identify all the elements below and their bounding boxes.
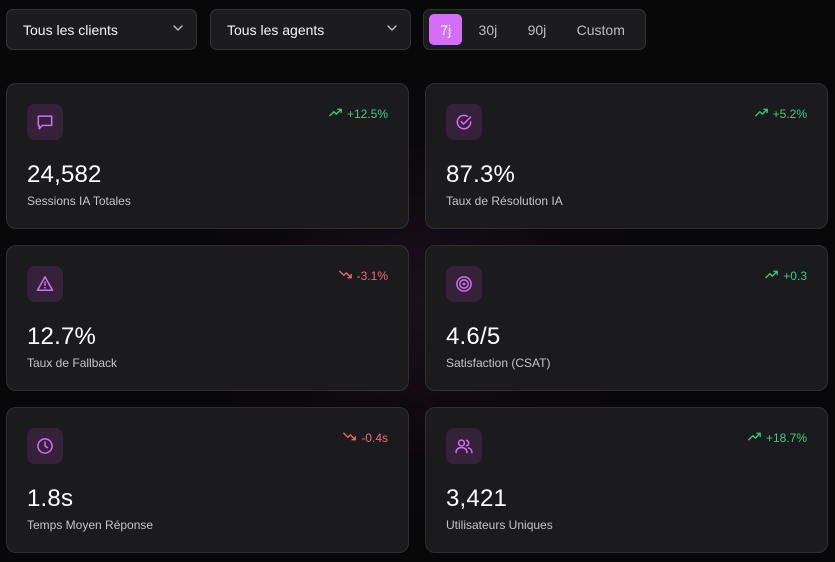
trend-indicator: +0.3 bbox=[765, 268, 807, 284]
kpi-value: 87.3% bbox=[446, 161, 516, 188]
check-circle-icon bbox=[446, 104, 482, 140]
trend-value: +12.5% bbox=[346, 107, 388, 121]
kpi-card-sessions: +12.5% 24,582 Sessions IA Totales bbox=[6, 83, 409, 229]
agents-select-label: Tous les agents bbox=[227, 21, 325, 38]
trending-up-icon bbox=[754, 106, 768, 122]
trending-up-icon bbox=[765, 268, 779, 284]
kpi-label: Taux de Résolution IA bbox=[446, 194, 563, 208]
trending-down-icon bbox=[343, 430, 357, 446]
trending-up-icon bbox=[329, 106, 342, 122]
range-option-30j[interactable]: 30j bbox=[478, 21, 498, 38]
agents-select[interactable]: Tous les agents bbox=[210, 9, 411, 50]
trend-value: +0.3 bbox=[783, 269, 807, 283]
trend-indicator: -0.4s bbox=[343, 430, 388, 446]
chat-bubble-icon bbox=[27, 104, 63, 140]
kpi-value: 12.7% bbox=[27, 323, 97, 350]
trend-value: -3.1% bbox=[356, 269, 388, 283]
clock-icon bbox=[27, 428, 63, 464]
trend-value: +18.7% bbox=[765, 431, 807, 445]
warning-triangle-icon bbox=[27, 266, 63, 302]
kpi-label: Utilisateurs Uniques bbox=[446, 518, 553, 532]
range-option-7j[interactable]: 7j bbox=[429, 14, 463, 45]
clients-select[interactable]: Tous les clients bbox=[6, 9, 197, 50]
chevron-down-icon bbox=[386, 21, 398, 39]
kpi-value: 1.8s bbox=[27, 485, 74, 512]
clients-select-label: Tous les clients bbox=[23, 21, 118, 38]
kpi-label: Temps Moyen Réponse bbox=[27, 518, 154, 532]
trend-indicator: +12.5% bbox=[329, 106, 388, 122]
kpi-card-unique-users: +18.7% 3,421 Utilisateurs Uniques bbox=[425, 407, 828, 553]
target-icon bbox=[446, 266, 482, 302]
trend-indicator: +18.7% bbox=[748, 430, 807, 446]
trend-value: -0.4s bbox=[361, 431, 388, 445]
date-range-toggle: 7j 30j 90j Custom bbox=[423, 9, 646, 50]
kpi-label: Satisfaction (CSAT) bbox=[446, 356, 551, 370]
range-option-90j[interactable]: 90j bbox=[527, 21, 547, 38]
kpi-card-resolution: +5.2% 87.3% Taux de Résolution IA bbox=[425, 83, 828, 229]
kpi-card-csat: +0.3 4.6/5 Satisfaction (CSAT) bbox=[425, 245, 828, 391]
chevron-down-icon bbox=[172, 21, 184, 39]
trend-value: +5.2% bbox=[772, 107, 807, 121]
kpi-card-fallback: -3.1% 12.7% Taux de Fallback bbox=[6, 245, 409, 391]
range-option-custom[interactable]: Custom bbox=[576, 21, 625, 38]
kpi-value: 3,421 bbox=[446, 485, 508, 512]
trending-down-icon bbox=[338, 268, 352, 284]
kpi-value: 4.6/5 bbox=[446, 323, 501, 350]
trend-indicator: -3.1% bbox=[338, 268, 388, 284]
trend-indicator: +5.2% bbox=[754, 106, 807, 122]
kpi-card-response-time: -0.4s 1.8s Temps Moyen Réponse bbox=[6, 407, 409, 553]
kpi-label: Taux de Fallback bbox=[27, 356, 118, 370]
kpi-label: Sessions IA Totales bbox=[27, 194, 131, 208]
kpi-value: 24,582 bbox=[27, 161, 102, 188]
trending-up-icon bbox=[748, 430, 761, 446]
users-icon bbox=[446, 428, 482, 464]
